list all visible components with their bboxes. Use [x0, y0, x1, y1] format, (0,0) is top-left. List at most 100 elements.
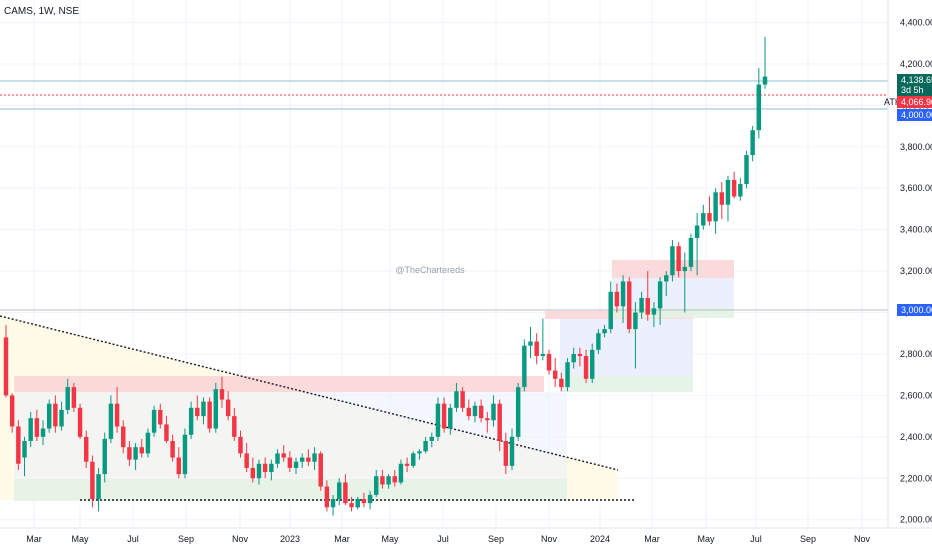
- level-3000-tag: [897, 304, 932, 316]
- candle: [670, 239, 675, 282]
- x-tick-label: Sep: [800, 534, 816, 544]
- candle: [756, 68, 762, 139]
- candle: [676, 242, 681, 278]
- candle-body: [614, 291, 620, 307]
- candle-body: [417, 451, 422, 454]
- candle-body: [602, 329, 607, 334]
- candle: [9, 393, 15, 433]
- x-tick-label: Mar: [334, 534, 350, 544]
- candle: [145, 428, 151, 458]
- candle: [417, 449, 422, 460]
- candle: [466, 399, 472, 421]
- candle-body: [756, 84, 762, 131]
- candle-body: [627, 281, 632, 330]
- candle: [170, 434, 175, 462]
- candle: [53, 395, 58, 433]
- candle-body: [77, 407, 83, 437]
- candle: [151, 405, 157, 437]
- candle-body: [83, 436, 89, 462]
- candle: [374, 469, 379, 497]
- candle-body: [670, 246, 675, 276]
- x-axis[interactable]: Mar May Jul Sep Nov 2023 Mar May Jul Sep Nov 2024 Ma…: [26, 534, 870, 544]
- candle-body: [343, 482, 348, 504]
- candle-body: [546, 353, 552, 371]
- candle: [552, 358, 558, 388]
- candle: [225, 391, 231, 421]
- support-zone-3: [612, 308, 734, 318]
- candle-body: [380, 476, 385, 485]
- candle-body: [540, 353, 546, 357]
- candle-body: [448, 407, 453, 429]
- ath-price-tag: [897, 96, 932, 108]
- candle: [349, 496, 354, 512]
- candle: [380, 469, 385, 489]
- candle: [614, 283, 620, 313]
- candle-body: [398, 463, 404, 483]
- candle: [188, 401, 194, 439]
- candle-body: [306, 457, 311, 462]
- level-4000-tag: [897, 109, 932, 121]
- y-tick-label: 2,200.00: [900, 473, 932, 483]
- candle: [633, 302, 638, 369]
- candle: [731, 171, 737, 199]
- candle-body: [664, 275, 669, 282]
- candle-body: [9, 395, 15, 427]
- candle: [238, 430, 243, 458]
- ath-tag: ATH: [884, 97, 901, 107]
- candle-body: [127, 447, 132, 460]
- candle-body: [108, 403, 114, 439]
- candle: [664, 271, 669, 296]
- x-tick-label: Nov: [541, 534, 558, 544]
- candle-body: [3, 337, 9, 396]
- candle: [367, 490, 373, 510]
- candle: [28, 411, 33, 448]
- candle-body: [176, 457, 182, 475]
- candle: [608, 281, 613, 334]
- candle: [682, 252, 688, 313]
- y-tick-label: 3,200.00: [900, 266, 932, 276]
- candle: [596, 329, 601, 354]
- candle-body: [497, 403, 502, 441]
- candle-body: [262, 463, 268, 473]
- candle: [559, 372, 564, 392]
- x-tick-label: Mar: [26, 534, 42, 544]
- candle: [90, 455, 95, 508]
- candle-body: [195, 407, 200, 417]
- candle-body: [90, 461, 95, 499]
- symbol-title[interactable]: CAMS, 1W, NSE: [4, 6, 80, 17]
- candles: [3, 36, 768, 516]
- candle-body: [744, 155, 749, 185]
- x-tick-label: Sep: [488, 534, 504, 544]
- range-zone-2: [560, 319, 693, 376]
- candle: [114, 387, 120, 433]
- candle-body: [281, 453, 286, 458]
- x-tick-label: Nov: [232, 534, 249, 544]
- candle-body: [40, 428, 46, 437]
- candle: [540, 318, 546, 361]
- y-tick-label: 2,600.00: [900, 390, 932, 400]
- candle-body: [701, 213, 706, 226]
- watermark-text: @TheChartereds: [395, 265, 465, 275]
- level-4000-label: 4,000.00: [901, 110, 932, 120]
- candle: [330, 494, 336, 516]
- candle: [707, 196, 712, 226]
- candle: [324, 480, 330, 512]
- x-tick-label: Jul: [437, 534, 449, 544]
- candle: [96, 467, 101, 512]
- candle-body: [293, 461, 299, 468]
- candle: [139, 438, 144, 458]
- candle-body: [336, 482, 342, 499]
- y-tick-label: 4,200.00: [900, 59, 932, 69]
- candle-body: [367, 494, 373, 504]
- candle-body: [441, 403, 447, 429]
- candle: [565, 358, 570, 392]
- candle: [3, 324, 9, 398]
- candle-body: [349, 503, 354, 508]
- candle: [694, 213, 700, 276]
- candle: [201, 397, 206, 425]
- candle: [293, 457, 299, 475]
- candle: [429, 432, 435, 448]
- x-tick-label: May: [697, 534, 715, 544]
- level-3000-label: 3,000.00: [901, 305, 932, 315]
